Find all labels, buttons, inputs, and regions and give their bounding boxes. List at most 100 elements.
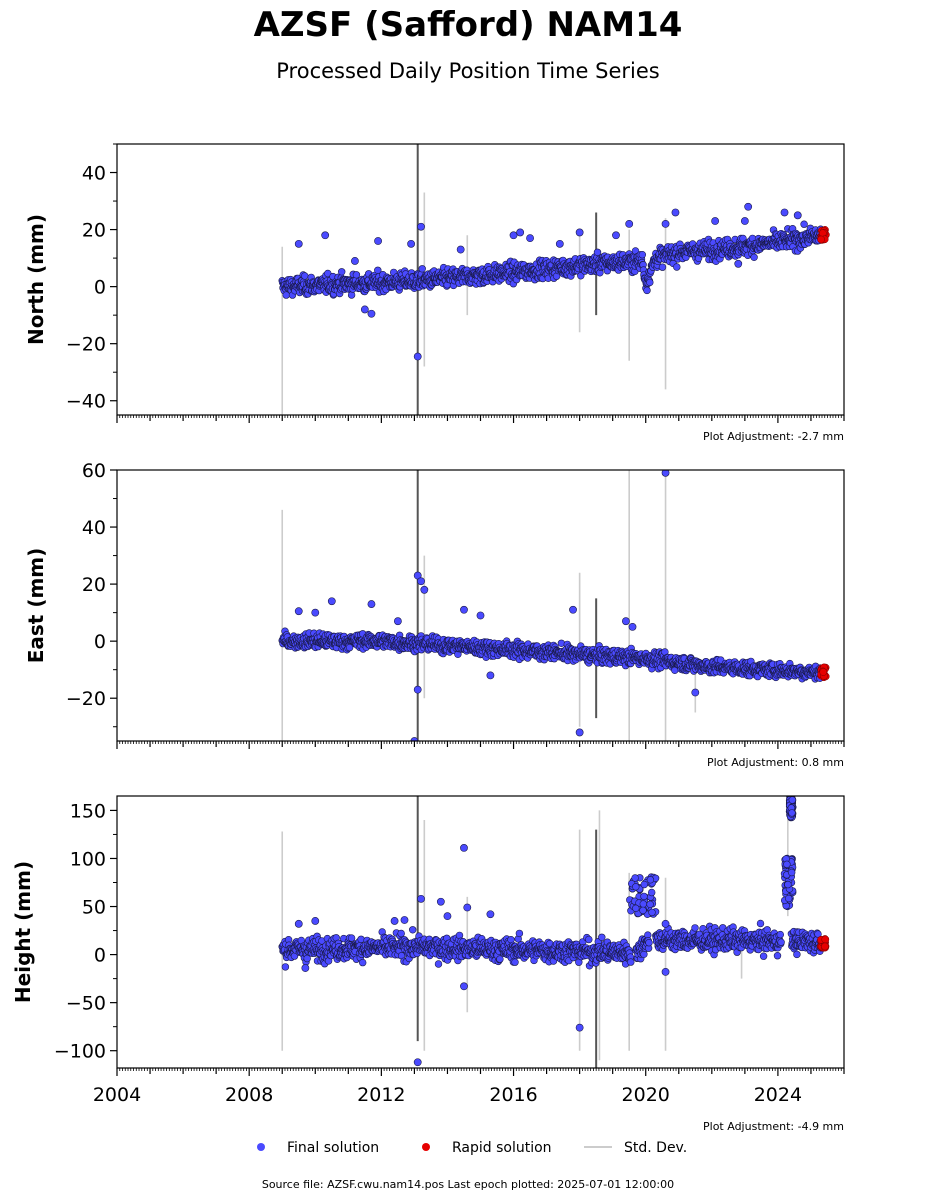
y-tick-label: −20 <box>66 688 106 710</box>
outlier-point <box>740 217 749 225</box>
y-tick-label: 150 <box>70 800 106 822</box>
plot-adjustment: Plot Adjustment: 0.8 mm <box>707 756 844 769</box>
final-point <box>640 892 648 901</box>
y-tick-label: 0 <box>94 631 106 653</box>
outlier-point <box>374 237 382 245</box>
panel-2: −20 0 20 40 60 East (mm) Plot Adjustment: 0.8 … <box>24 460 845 769</box>
outlier-point <box>612 231 620 240</box>
rapid-point <box>821 942 829 951</box>
final-point <box>577 272 585 280</box>
final-point <box>593 248 602 257</box>
final-point <box>646 900 654 908</box>
outlier-point <box>780 208 789 217</box>
outlier-point <box>351 257 359 265</box>
final-point <box>434 960 443 968</box>
outlier-point <box>294 239 303 248</box>
final-point <box>645 938 653 947</box>
final-point <box>409 926 417 934</box>
rapid-solution-series <box>817 226 830 244</box>
final-point <box>673 263 681 271</box>
outlier-point <box>486 910 495 919</box>
outlier-point <box>294 919 303 928</box>
final-point <box>793 950 801 959</box>
final-point <box>347 291 356 299</box>
outlier-point <box>661 219 670 228</box>
final-point <box>658 263 667 271</box>
outlier-point <box>436 897 445 906</box>
outlier-point <box>460 605 468 614</box>
panel-1: −40 −20 0 20 40 North (mm) Plot Adjustment: -2… <box>24 143 845 443</box>
final-point <box>759 952 768 960</box>
plot-area <box>278 144 830 415</box>
outlier-point <box>555 239 564 248</box>
outlier-point <box>476 611 485 620</box>
final-point <box>787 868 796 877</box>
outlier-point <box>327 597 336 606</box>
final-point <box>347 934 356 942</box>
outlier-point <box>575 728 584 737</box>
final-point <box>338 268 346 276</box>
outlier-point <box>360 305 369 314</box>
final-point <box>352 271 361 279</box>
y-tick-label: 0 <box>94 945 106 967</box>
final-point <box>788 809 796 817</box>
final-point <box>496 955 504 963</box>
outlier-point <box>744 202 753 211</box>
y-axis-label: East (mm) <box>24 548 48 664</box>
outlier-point <box>734 259 743 268</box>
outlier-point <box>691 688 700 697</box>
axes-frame <box>116 469 845 742</box>
outlier-point <box>443 912 452 921</box>
final-point <box>515 929 524 938</box>
final-point <box>418 265 426 273</box>
outlier-point <box>509 231 518 240</box>
outlier-point <box>301 964 310 972</box>
outlier-point <box>575 228 584 237</box>
outlier-point <box>711 217 720 225</box>
outlier-point <box>417 894 425 903</box>
y-tick-label: 100 <box>70 848 106 870</box>
outlier-point <box>413 571 422 580</box>
final-point <box>800 220 808 228</box>
final-point <box>777 938 785 946</box>
final-point <box>643 286 651 295</box>
outlier-point <box>460 844 468 852</box>
final-point <box>631 874 639 882</box>
y-tick-label: 0 <box>94 277 106 299</box>
final-point <box>632 883 640 891</box>
rapid-solution-series <box>817 663 830 682</box>
final-point <box>397 929 405 938</box>
outlier-point <box>417 222 425 231</box>
final-point <box>640 880 648 889</box>
final-point <box>301 272 309 280</box>
y-tick-label: −100 <box>54 1041 106 1063</box>
final-point <box>648 908 656 917</box>
final-point <box>646 876 655 884</box>
final-point <box>303 954 311 963</box>
rapid-solution-series <box>817 935 830 952</box>
outlier-point <box>526 234 534 243</box>
y-tick-label: 20 <box>82 220 106 242</box>
final-point <box>639 906 647 915</box>
final-point <box>773 951 782 960</box>
outlier-point <box>569 605 577 614</box>
final-point <box>783 860 791 868</box>
outlier-point <box>420 585 429 594</box>
outlier-point <box>460 982 468 991</box>
outlier-point <box>661 967 670 976</box>
outlier-point <box>671 208 680 217</box>
outlier-point <box>628 622 637 631</box>
outlier-point <box>367 600 376 608</box>
plot-area <box>278 470 830 741</box>
outlier-point <box>625 219 634 228</box>
final-solution-series <box>278 202 825 361</box>
final-point <box>776 930 784 939</box>
chart-title: AZSF (Safford) NAM14 <box>254 5 683 45</box>
plot-area <box>278 796 830 1068</box>
outlier-point <box>575 1023 584 1032</box>
final-point <box>632 904 640 912</box>
outlier-point <box>661 919 670 928</box>
y-tick-label: 20 <box>82 574 106 596</box>
plot-adjustment: Plot Adjustment: -2.7 mm <box>703 430 844 443</box>
